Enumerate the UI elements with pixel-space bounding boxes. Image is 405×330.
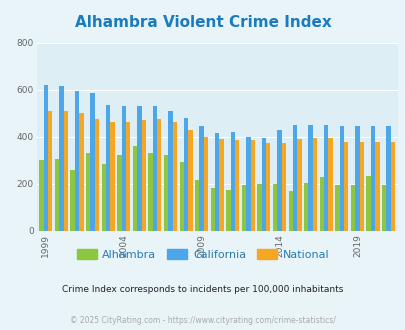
Bar [296, 139, 301, 231]
Bar [210, 187, 215, 231]
Bar [172, 122, 177, 231]
Bar [55, 159, 59, 231]
Bar [265, 143, 270, 231]
Bar [137, 106, 141, 231]
Bar [126, 122, 130, 231]
Bar [366, 176, 370, 231]
Bar [141, 120, 145, 231]
Text: © 2025 CityRating.com - https://www.cityrating.com/crime-statistics/: © 2025 CityRating.com - https://www.city… [70, 316, 335, 325]
Bar [44, 85, 48, 231]
Bar [261, 138, 265, 231]
Bar [272, 184, 277, 231]
Bar [370, 126, 374, 231]
Bar [292, 125, 296, 231]
Bar [354, 126, 359, 231]
Bar [152, 106, 157, 231]
Bar [241, 185, 245, 231]
Bar [75, 91, 79, 231]
Bar [343, 142, 347, 231]
Bar [148, 153, 152, 231]
Bar [106, 105, 110, 231]
Bar [164, 154, 168, 231]
Bar [303, 183, 308, 231]
Bar [288, 191, 292, 231]
Bar [183, 118, 188, 231]
Bar [48, 111, 52, 231]
Bar [350, 185, 354, 231]
Bar [226, 190, 230, 231]
Bar [59, 86, 64, 231]
Bar [86, 153, 90, 231]
Bar [110, 122, 115, 231]
Bar [277, 130, 281, 231]
Bar [215, 133, 219, 231]
Legend: Alhambra, California, National: Alhambra, California, National [72, 245, 333, 264]
Bar [203, 137, 208, 231]
Bar [281, 143, 286, 231]
Bar [381, 185, 386, 231]
Bar [168, 111, 172, 231]
Bar [308, 125, 312, 231]
Bar [257, 184, 261, 231]
Bar [250, 141, 254, 231]
Bar [339, 126, 343, 231]
Bar [39, 160, 44, 231]
Bar [79, 114, 83, 231]
Bar [335, 185, 339, 231]
Bar [323, 125, 328, 231]
Bar [70, 170, 75, 231]
Bar [312, 138, 316, 231]
Bar [219, 139, 223, 231]
Bar [101, 164, 106, 231]
Bar [390, 142, 394, 231]
Text: Crime Index corresponds to incidents per 100,000 inhabitants: Crime Index corresponds to incidents per… [62, 285, 343, 294]
Bar [359, 142, 363, 231]
Bar [132, 147, 137, 231]
Bar [64, 111, 68, 231]
Bar [386, 126, 390, 231]
Text: Alhambra Violent Crime Index: Alhambra Violent Crime Index [75, 15, 330, 30]
Bar [179, 162, 183, 231]
Bar [319, 177, 323, 231]
Bar [245, 137, 250, 231]
Bar [374, 142, 379, 231]
Bar [90, 93, 94, 231]
Bar [195, 181, 199, 231]
Bar [199, 126, 203, 231]
Bar [328, 138, 332, 231]
Bar [117, 154, 121, 231]
Bar [121, 106, 126, 231]
Bar [188, 130, 192, 231]
Bar [157, 119, 161, 231]
Bar [234, 141, 239, 231]
Bar [230, 132, 234, 231]
Bar [94, 119, 99, 231]
